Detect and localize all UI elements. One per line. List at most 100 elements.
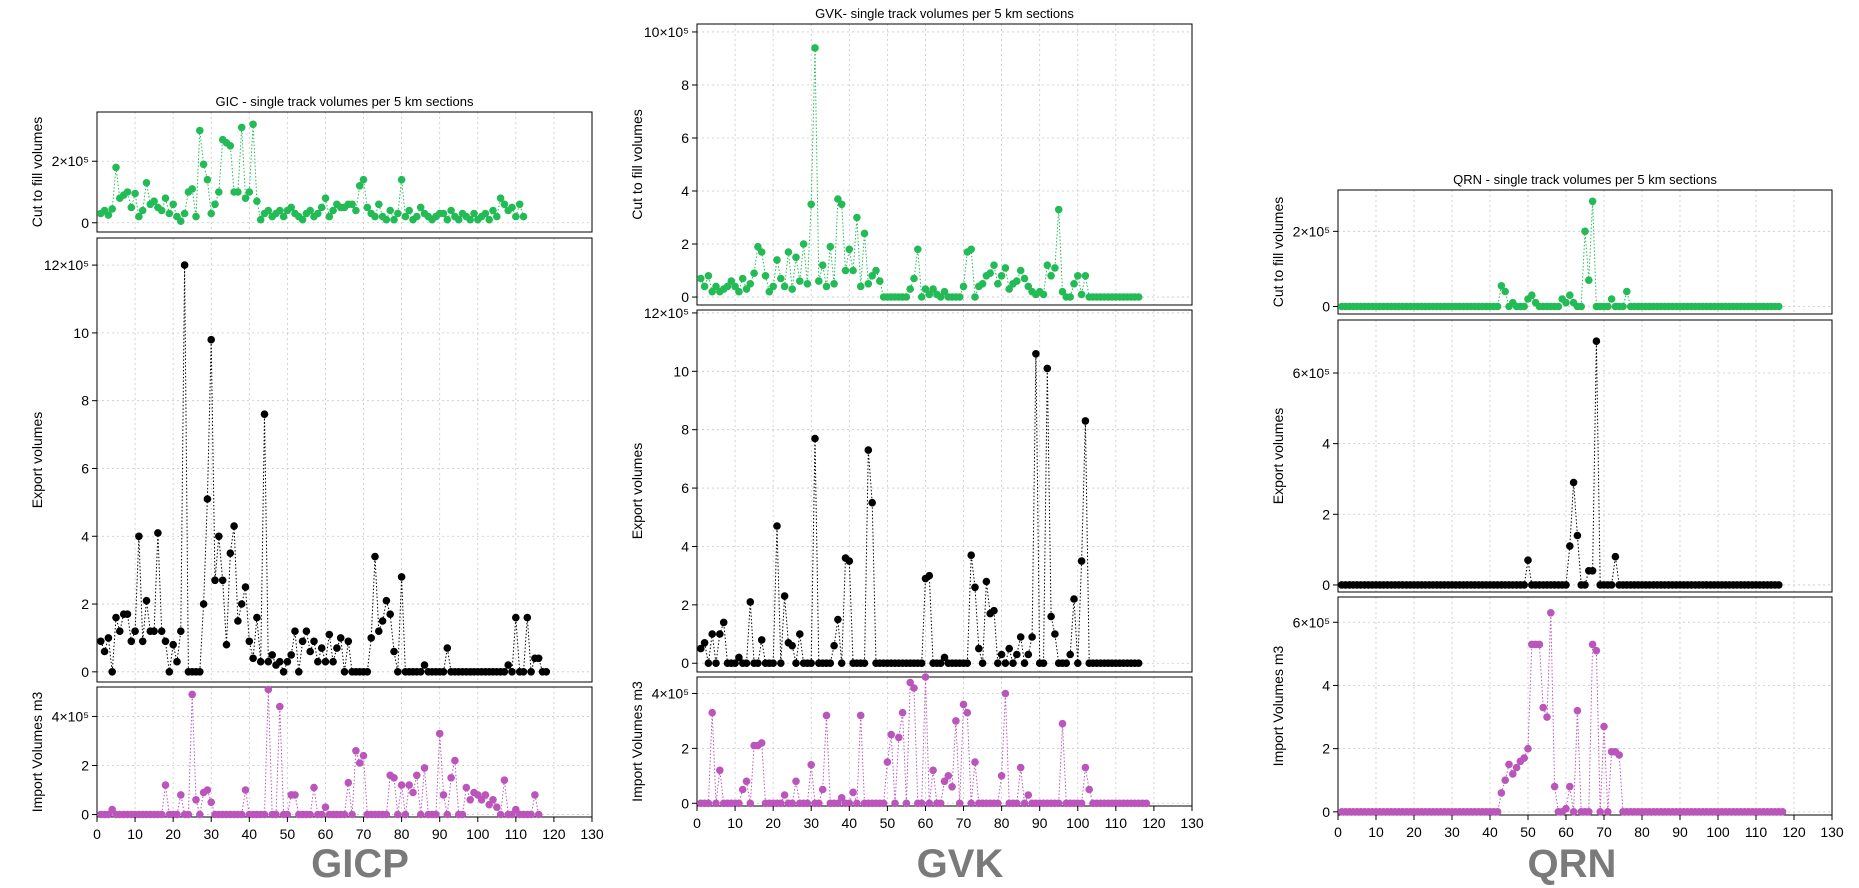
x-tick-label: 100 <box>466 826 490 842</box>
x-tick-label: 70 <box>1596 824 1612 840</box>
data-point-import <box>780 791 789 799</box>
data-point-import <box>1573 706 1582 715</box>
data-point-cut <box>735 287 743 296</box>
data-point-import <box>173 810 181 819</box>
data-point-cut <box>241 194 250 202</box>
data-point-cut <box>485 215 494 224</box>
data-point-import <box>822 711 831 720</box>
data-point-export <box>700 639 709 647</box>
data-point-import <box>352 747 360 755</box>
data-point-cut <box>1047 272 1055 280</box>
data-point-export <box>746 598 755 606</box>
data-point-cut <box>1051 264 1059 272</box>
data-point-export <box>177 627 185 635</box>
data-point-cut <box>138 206 147 215</box>
y-tick-label: 2×10⁵ <box>1293 223 1330 239</box>
x-tick-label: 130 <box>580 826 604 842</box>
series-line-export <box>1341 341 1779 586</box>
data-point-import <box>997 772 1006 780</box>
y-tick-label: 6 <box>81 460 89 476</box>
x-tick-label: 120 <box>542 826 566 842</box>
data-point-import <box>1562 804 1570 813</box>
y-tick-label: 2×10⁵ <box>52 153 89 169</box>
data-point-cut <box>994 280 1002 288</box>
data-point-import <box>704 799 713 808</box>
data-point-import <box>1512 763 1521 772</box>
data-point-import <box>849 788 857 797</box>
data-point-export <box>1569 478 1578 487</box>
data-point-import <box>1547 609 1555 617</box>
data-point-export <box>378 617 387 625</box>
data-point-export <box>925 571 934 580</box>
data-point-import <box>1081 763 1090 772</box>
x-tick-label: 10 <box>127 826 143 842</box>
data-point-cut <box>1074 272 1082 280</box>
data-point-export <box>310 637 318 646</box>
data-point-import <box>534 810 543 819</box>
data-point-export <box>1077 557 1086 565</box>
data-point-cut <box>135 212 143 221</box>
data-point-cut <box>253 197 261 205</box>
data-point-export <box>1775 581 1783 589</box>
data-point-import <box>394 810 402 819</box>
y-axis-label: Import Volumes m3 <box>1270 645 1286 766</box>
data-point-cut <box>940 287 949 296</box>
data-point-cut <box>731 282 739 291</box>
plot-frame <box>696 309 1193 673</box>
data-point-export <box>735 653 743 662</box>
data-point-import <box>1550 782 1559 791</box>
y-tick-label: 0 <box>681 289 689 305</box>
data-point-cut <box>856 282 865 291</box>
data-point-cut <box>207 209 215 218</box>
data-point-import <box>462 783 471 792</box>
data-point-import <box>1505 760 1513 769</box>
data-point-cut <box>1024 282 1033 291</box>
data-point-import <box>481 791 490 799</box>
data-point-export <box>1573 531 1582 540</box>
y-axis-label: Import Volumes m3 <box>629 681 645 802</box>
data-point-cut <box>761 272 770 280</box>
data-point-export <box>796 630 804 638</box>
data-point-import <box>203 786 212 794</box>
series-line-export <box>700 353 1139 666</box>
data-point-export <box>963 659 972 667</box>
data-point-import <box>382 810 391 819</box>
data-point-export <box>264 657 273 666</box>
data-point-import <box>1596 808 1604 816</box>
plot-frame <box>96 237 593 683</box>
data-point-import <box>887 730 895 739</box>
data-point-cut <box>704 272 713 280</box>
data-point-import <box>1615 751 1623 759</box>
data-point-import <box>948 783 956 791</box>
data-point-export <box>256 657 265 666</box>
data-point-export <box>439 668 448 676</box>
data-point-export <box>180 261 189 269</box>
data-point-import <box>192 796 200 804</box>
data-point-cut <box>352 206 360 215</box>
y-tick-label: 6 <box>681 130 689 146</box>
data-point-cut <box>481 209 490 218</box>
y-tick-label: 2 <box>81 596 89 612</box>
data-point-import <box>493 803 501 811</box>
data-point-import <box>917 799 926 808</box>
x-tick-label: 10 <box>1368 824 1384 840</box>
data-point-import <box>906 678 914 687</box>
data-point-export <box>542 668 551 676</box>
data-point-import <box>241 786 250 794</box>
data-point-import <box>955 799 964 808</box>
data-point-cut <box>788 285 796 293</box>
data-point-import <box>1509 770 1517 778</box>
x-tick-label: 40 <box>1482 824 1498 840</box>
data-point-export <box>222 640 231 649</box>
data-point-import <box>1600 722 1608 731</box>
data-point-export <box>982 577 991 586</box>
data-point-export <box>777 659 785 667</box>
data-point-import <box>1013 799 1021 808</box>
data-point-cut <box>750 269 758 278</box>
data-point-cut <box>165 209 174 218</box>
chart-panel-gic: GIC - single track volumes per 5 km sect… <box>29 94 604 842</box>
data-point-import <box>409 788 417 797</box>
data-point-export <box>1028 633 1036 641</box>
data-point-cut <box>738 274 747 283</box>
data-point-import <box>944 772 953 780</box>
